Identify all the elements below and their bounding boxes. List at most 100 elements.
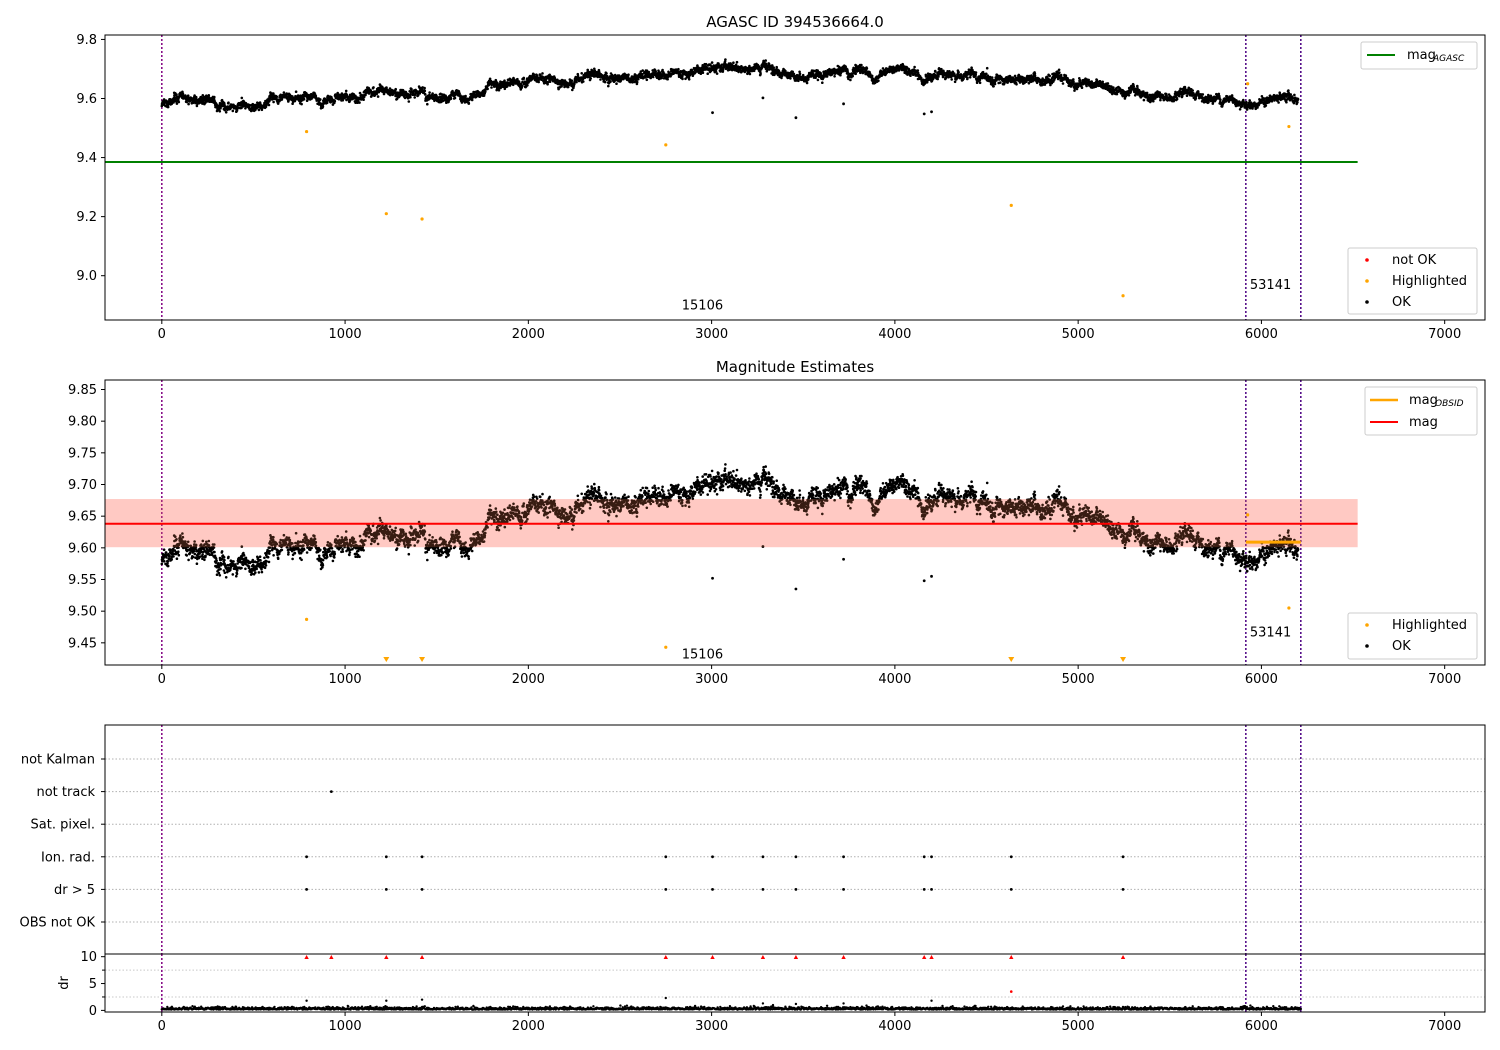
- panel-1-ok-point: [974, 71, 978, 74]
- panel-1-ok-point: [635, 80, 639, 84]
- panel-1-ok-point: [599, 78, 602, 81]
- panel-1-ok-point: [428, 91, 431, 94]
- panel-1-ok-point: [1061, 82, 1065, 85]
- panel-1-ok-point: [441, 99, 445, 103]
- panel-1-ok-point: [775, 65, 778, 69]
- panel-1-ok-point: [187, 102, 190, 106]
- panel-1-ok-point: [294, 90, 298, 93]
- panel-1-ok-outlier: [842, 102, 845, 106]
- panel-1-ok-point: [990, 76, 994, 79]
- panel-1-ok-point: [1142, 98, 1146, 102]
- panel-1-ok-outlier: [794, 116, 798, 120]
- panel-1-ok-point: [453, 96, 457, 100]
- panel-1-ok-point: [759, 72, 762, 76]
- panel-1-ok-point: [319, 98, 322, 101]
- panel-1-ok-point: [467, 102, 471, 105]
- panel-1-ok-point: [372, 86, 375, 89]
- panel-1-ok-outlier: [922, 112, 926, 116]
- panel-1-ok-point: [953, 80, 957, 84]
- panel-1-ok-point: [177, 100, 181, 104]
- panel-1-ok-point: [175, 93, 178, 96]
- panel-1-ok-point: [1277, 101, 1280, 104]
- panel-1-ok-point: [276, 102, 280, 105]
- panel-1-ok-point: [1059, 73, 1063, 77]
- panel-1-ok-point: [1175, 97, 1179, 101]
- panel-1-ok-point: [272, 92, 275, 95]
- panel-1-ok-point: [957, 70, 960, 74]
- panel-1-ok-point: [854, 72, 857, 76]
- panel-1-ok-point: [541, 72, 544, 75]
- panel-1-ok-point: [394, 87, 398, 91]
- panel-1-highlighted-point: [304, 129, 309, 134]
- panel-1-ok-point: [714, 69, 718, 73]
- panel-1-highlighted-point: [420, 217, 424, 221]
- panel-1-ok-point: [431, 92, 434, 95]
- panel-1-ok-outlier: [930, 110, 933, 114]
- panel-1-ok-point: [851, 74, 854, 78]
- panel-1-ok-point: [833, 75, 836, 78]
- panel-1-ok-point: [265, 103, 269, 107]
- panel-1-ok-point: [537, 80, 540, 84]
- panel-1-ok-point: [801, 73, 805, 77]
- panel-1-ok-point: [333, 100, 337, 103]
- panel-1-ok-point: [645, 78, 649, 82]
- panel-1-ok-point: [789, 77, 792, 80]
- panel-1-ok-point: [416, 94, 420, 97]
- panel-1-highlighted-point: [1009, 203, 1013, 208]
- panel-1-ok-point: [367, 92, 371, 95]
- panel-1-ok-point: [992, 85, 995, 88]
- panel-1-ok-point: [627, 73, 630, 76]
- panel-1-ok-point: [185, 100, 189, 104]
- panel-1-ok-point: [244, 107, 247, 110]
- panel-1-ok-point: [666, 77, 669, 81]
- panel-1-ok-point: [470, 98, 474, 102]
- panel-1-ok-point: [575, 80, 578, 84]
- panel-1-ok-point: [388, 87, 392, 90]
- panel-1-ok-point: [497, 88, 501, 92]
- panel-1-ok-point: [1078, 78, 1082, 82]
- panel-1-ok-point: [321, 105, 325, 108]
- panel-1-ok-point: [358, 91, 362, 95]
- panel-1-ok-point: [426, 102, 429, 106]
- panel-1-ok-point: [166, 105, 170, 109]
- panel-1-ok-point: [677, 67, 680, 71]
- panel-1-ok-point: [1287, 89, 1290, 92]
- panel-1-ok-point: [772, 66, 775, 69]
- panel-1-ok-point: [1296, 97, 1300, 101]
- panel-1-ok-point: [706, 72, 709, 75]
- panel-1-xtick-label: 3000: [695, 327, 728, 342]
- panel-1-ok-point: [213, 95, 216, 99]
- panel-1-ok-point: [605, 72, 608, 75]
- panel-1-ok-point: [647, 70, 651, 74]
- panel-1-ok-point: [227, 101, 230, 104]
- panel-1-ok-point: [1087, 78, 1090, 82]
- panel-1-ok-point: [589, 77, 592, 80]
- panel-1-ok-point: [175, 102, 179, 105]
- panel-1-ok-point: [570, 79, 574, 82]
- panel-1-ok-point: [877, 79, 880, 82]
- panel-1-ok-point: [1242, 98, 1245, 102]
- panel-1-ok-point: [548, 80, 552, 83]
- panel-1-ok-point: [1289, 93, 1292, 96]
- panel-1-ok-point: [1033, 74, 1037, 78]
- panel-1-ok-point: [325, 101, 329, 104]
- panel-1-ok-point: [409, 95, 412, 99]
- panel-1-ok-point: [1027, 81, 1031, 85]
- panel-1-ok-point: [1158, 91, 1161, 94]
- panel-1-ok-point: [423, 86, 426, 90]
- panel-1-ok-point: [573, 82, 576, 86]
- panel-1-ok-point: [224, 111, 228, 114]
- panel-1-ok-point: [194, 95, 198, 99]
- panel-1-ok-point: [490, 86, 493, 89]
- panel-1-ok-point: [511, 83, 515, 87]
- panel-1-ok-point: [1127, 94, 1131, 97]
- panel-1-ok-point: [985, 66, 989, 70]
- panel-1-ok-point: [336, 91, 340, 95]
- panel-1-highlighted-point: [1246, 82, 1250, 86]
- panel-1-highlighted-point: [664, 143, 668, 147]
- panel-1-ok-point: [195, 104, 199, 108]
- panel-1-ok-point: [362, 95, 366, 99]
- panel-1-ok-point: [403, 96, 407, 100]
